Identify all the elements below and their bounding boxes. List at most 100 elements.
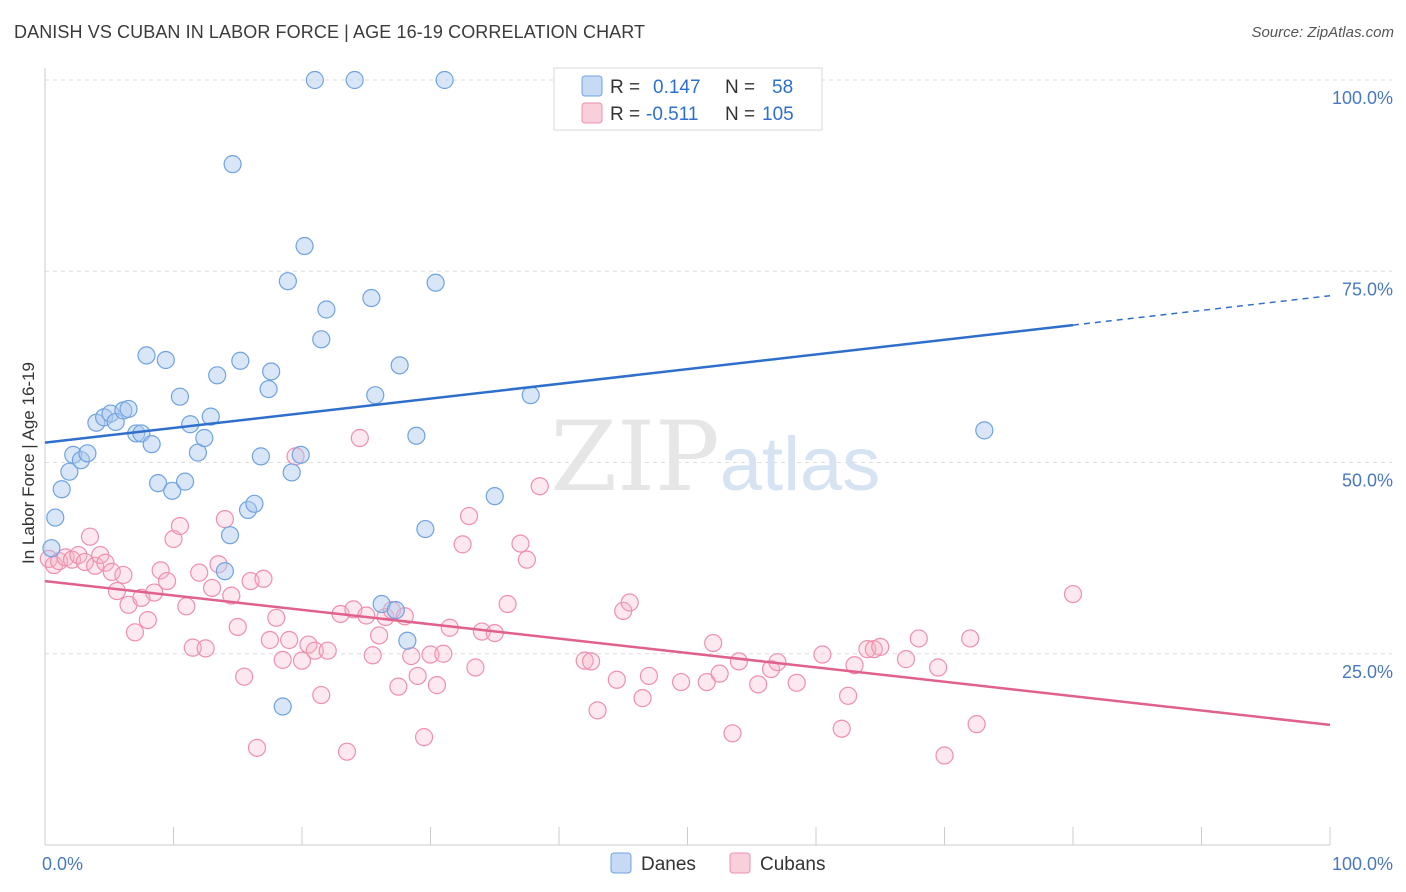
cubans-point [633, 689, 652, 708]
cubans-point [511, 534, 530, 553]
danes-point [231, 351, 250, 370]
legend-n-label-danes: N = [725, 77, 755, 98]
watermark: ZIP atlas [550, 401, 880, 513]
danes-point [521, 386, 540, 405]
danes-point [317, 300, 336, 319]
x-tick-label-min: 0.0% [42, 854, 83, 874]
cubans-point [697, 672, 716, 692]
cubans-point [961, 629, 980, 648]
trend-lines [44, 294, 1331, 727]
danes-point [245, 494, 264, 513]
cubans-point [453, 535, 472, 554]
cubans-point [909, 629, 928, 648]
cubans-point [196, 639, 215, 658]
legend-n-value-danes: 58 [772, 77, 793, 98]
legend-r-value-cubans: -0.511 [646, 104, 698, 125]
y-tick-label: 50.0% [1342, 471, 1393, 491]
cubans-point [967, 715, 986, 734]
cubans-point [318, 641, 337, 660]
bottom-legend-label-cubans: Cubans [760, 854, 826, 875]
cubans-point [75, 552, 94, 572]
danes-point [137, 346, 156, 365]
danes-point [345, 70, 364, 90]
cubans-point [845, 656, 864, 675]
danes-point [366, 386, 385, 405]
cubans-point [125, 623, 145, 642]
legend-r-label-cubans: R = [610, 104, 640, 125]
danes-point [291, 445, 310, 464]
cubans-point [80, 527, 100, 546]
danes-point [46, 508, 65, 527]
danes-point [201, 407, 220, 426]
cubans-point [575, 651, 594, 670]
cubans-point [260, 630, 279, 650]
bottom-legend: Danes Cubans [610, 852, 826, 875]
danes-point [278, 272, 297, 291]
cubans-point [305, 641, 324, 660]
danes-point [195, 428, 214, 448]
cubans-point [222, 586, 241, 605]
cubans-point [228, 617, 247, 637]
bottom-legend-label-danes: Danes [641, 854, 696, 875]
danes-point [148, 474, 168, 493]
danes-point [398, 631, 417, 650]
cubans-point [729, 652, 749, 671]
y-tick-label: 25.0% [1342, 662, 1393, 682]
danes-point [975, 421, 994, 440]
legend: R = 0.147 N = 58 R = -0.511 N = 105 [553, 67, 823, 131]
cubans-point [813, 645, 832, 664]
cubans-point [215, 510, 234, 529]
cubans-point [202, 578, 222, 598]
danes-point [60, 462, 79, 481]
cubans-point [157, 571, 177, 591]
danes-point [262, 362, 281, 381]
cubans-point [607, 670, 626, 689]
cubans-point [273, 650, 292, 669]
cubans-point [151, 561, 170, 580]
danes-point [215, 562, 234, 581]
danes-point [52, 480, 71, 499]
danes-point [305, 70, 324, 90]
cubans-point [190, 563, 209, 582]
danes-point [282, 463, 301, 482]
danes-point [163, 481, 182, 500]
danes-point [71, 451, 91, 470]
cubans-point [871, 637, 890, 656]
cubans-point [102, 562, 121, 581]
cubans-point [466, 658, 485, 677]
legend-n-label-cubans: N = [725, 104, 755, 125]
watermark-zip: ZIP [550, 401, 719, 513]
cubans-point [138, 610, 157, 630]
danes-point [42, 539, 61, 558]
x-tick-label-max: 100.0% [1332, 854, 1393, 874]
legend-r-label-danes: R = [610, 77, 640, 98]
legend-n-value-cubans: 105 [762, 104, 794, 125]
cubans-point [389, 677, 408, 696]
cubans-point [896, 650, 916, 669]
watermark-atlas: atlas [720, 422, 881, 507]
cubans-point [787, 673, 806, 692]
cubans-point [620, 593, 639, 612]
danes-point [485, 487, 504, 506]
cubans-point [69, 545, 88, 565]
danes-point [386, 601, 405, 620]
danes-points [42, 70, 994, 716]
cubans-point [530, 477, 549, 496]
cubans-point [421, 645, 440, 664]
y-tick-label: 100.0% [1332, 88, 1393, 108]
chart-title: DANISH VS CUBAN IN LABOR FORCE | AGE 16-… [14, 22, 646, 42]
cubans-point [350, 428, 369, 448]
danes-point [170, 387, 190, 406]
y-axis-title: In Labor Force | Age 16-19 [19, 362, 38, 564]
danes-point [362, 288, 381, 308]
cubans-point [704, 633, 723, 653]
cubans-point [235, 667, 254, 686]
bottom-legend-swatch-cubans [729, 852, 751, 874]
danes-point [390, 356, 409, 375]
cubans-point [928, 658, 948, 677]
axes [44, 68, 1331, 846]
danes-point [407, 426, 426, 445]
cubans-point [86, 556, 105, 575]
cubans-point [517, 550, 536, 569]
